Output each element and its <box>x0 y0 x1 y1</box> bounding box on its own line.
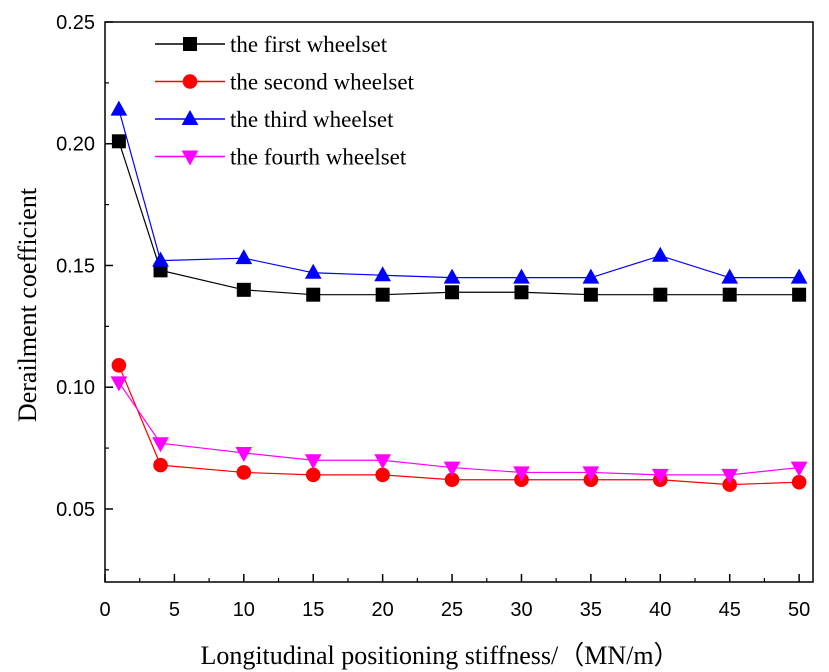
data-point <box>790 461 808 477</box>
x-tick-label: 45 <box>719 599 741 621</box>
data-point <box>111 358 127 373</box>
data-point <box>791 474 807 490</box>
x-tick-label: 30 <box>510 599 532 621</box>
y-tick-label: 0.15 <box>56 255 95 277</box>
data-point <box>152 251 169 267</box>
data-point <box>152 437 169 453</box>
data-point <box>651 246 669 262</box>
legend-entry: the third wheelset <box>155 107 394 132</box>
data-point <box>374 454 391 470</box>
data-point <box>792 287 807 302</box>
data-point <box>721 468 739 484</box>
data-point <box>235 249 253 265</box>
data-point <box>110 376 128 392</box>
data-point <box>236 465 252 480</box>
data-point <box>721 268 739 284</box>
data-point <box>305 467 321 483</box>
data-point <box>582 268 600 284</box>
data-point <box>445 285 460 300</box>
series-line <box>118 365 800 486</box>
data-point <box>111 134 126 149</box>
x-tick-label: 40 <box>649 599 671 621</box>
data-point <box>306 287 321 302</box>
data-point <box>110 100 128 116</box>
x-axis-label: Longitudinal positioning stiffness/（MN/m… <box>200 641 679 670</box>
data-point <box>443 268 461 284</box>
data-point <box>153 457 168 473</box>
data-point <box>443 461 461 477</box>
data-point <box>375 467 390 483</box>
series-line <box>118 382 800 476</box>
series-3 <box>110 100 808 284</box>
x-tick-label: 10 <box>233 599 255 621</box>
data-point <box>304 454 322 470</box>
legend-label: the first wheelset <box>230 32 388 57</box>
legend-label: the fourth wheelset <box>230 145 407 170</box>
x-tick-label: 15 <box>302 599 324 621</box>
legend: the first wheelset the second wheelset the… <box>155 32 415 170</box>
series-line <box>118 109 800 279</box>
data-point <box>374 266 391 282</box>
x-tick-label: 20 <box>372 599 394 621</box>
series-line <box>118 141 800 296</box>
data-point <box>513 466 530 482</box>
series-2 <box>111 358 807 492</box>
x-tick-label: 0 <box>99 599 110 621</box>
axes: 0 5 10 15 20 25 30 35 40 45 50 0.05 0.10 0.15 0.20 0.25 <box>56 12 814 621</box>
data-point <box>513 268 530 284</box>
series-4 <box>110 376 808 484</box>
y-tick-label: 0.25 <box>56 12 95 34</box>
data-point <box>790 268 808 284</box>
data-point <box>582 466 600 482</box>
data-point <box>651 468 669 484</box>
data-point <box>653 287 668 302</box>
legend-marker <box>182 74 198 89</box>
x-tick-label: 5 <box>169 599 180 621</box>
data-point <box>583 287 598 302</box>
y-tick-label: 0.05 <box>56 499 95 521</box>
x-tick-label: 35 <box>580 599 602 621</box>
data-point <box>514 285 529 300</box>
legend-marker <box>181 150 199 166</box>
data-point <box>235 446 253 462</box>
data-point <box>375 287 390 302</box>
legend-entry: the fourth wheelset <box>155 145 407 170</box>
series-1 <box>111 134 807 302</box>
series-layer <box>110 100 808 492</box>
x-tick-label: 50 <box>788 599 810 621</box>
legend-entry: the second wheelset <box>155 70 415 95</box>
legend-label: the second wheelset <box>230 70 415 95</box>
data-point <box>722 287 737 302</box>
legend-entry: the first wheelset <box>155 32 388 57</box>
legend-marker <box>183 37 197 51</box>
data-point <box>304 263 322 279</box>
legend-marker <box>181 109 199 125</box>
y-tick-label: 0.10 <box>56 377 95 399</box>
x-tick-label: 25 <box>441 599 463 621</box>
y-tick-label: 0.20 <box>56 134 95 156</box>
data-point <box>236 282 251 297</box>
legend-label: the third wheelset <box>230 107 394 132</box>
y-axis-label: Derailment coefficient <box>13 187 42 422</box>
plot-frame <box>104 21 814 583</box>
